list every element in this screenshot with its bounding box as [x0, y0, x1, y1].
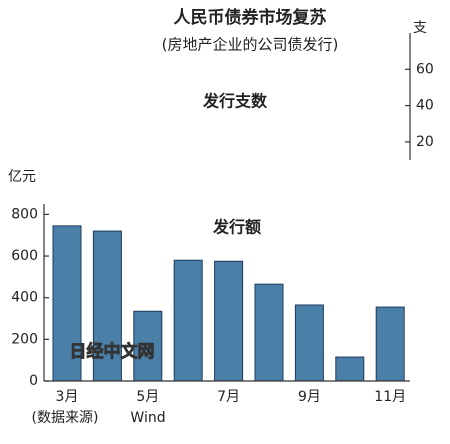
y-tick-label: 60 [416, 61, 434, 77]
y-axis-label: 亿元 [8, 169, 36, 185]
bar [92, 230, 122, 382]
bar [214, 260, 244, 382]
y-tick-label: 20 [416, 134, 434, 150]
source: Wind [130, 410, 165, 426]
bar [173, 259, 203, 382]
y-tick-label: 600 [11, 248, 38, 264]
watermark: 日经中文网 [70, 341, 155, 362]
chart-title: 人民币债券市场复苏 [174, 7, 327, 28]
bar [52, 225, 82, 382]
y-tick-label: 800 [11, 206, 38, 222]
bar [254, 283, 284, 382]
x-tick-label: 3月 [56, 389, 79, 405]
x-tick-label: 5月 [136, 389, 159, 405]
x-tick-label: 7月 [217, 389, 240, 405]
y-tick-label: 0 [29, 373, 38, 389]
chart-subtitle: (房地产企业的公司债发行) [162, 36, 339, 54]
x-tick-label: 9月 [298, 389, 321, 405]
source: (数据来源) [32, 410, 99, 426]
y-tick-label: 400 [11, 290, 38, 306]
bar [294, 304, 324, 382]
x-tick-label: 11月 [374, 389, 406, 405]
series-label: 发行额 [212, 218, 261, 237]
bar [335, 356, 365, 382]
y-tick-label: 200 [11, 331, 38, 347]
y-tick-label: 40 [416, 98, 434, 114]
bar [375, 306, 405, 382]
series-label: 发行支数 [202, 92, 268, 111]
y-axis-label: 支 [413, 20, 427, 36]
